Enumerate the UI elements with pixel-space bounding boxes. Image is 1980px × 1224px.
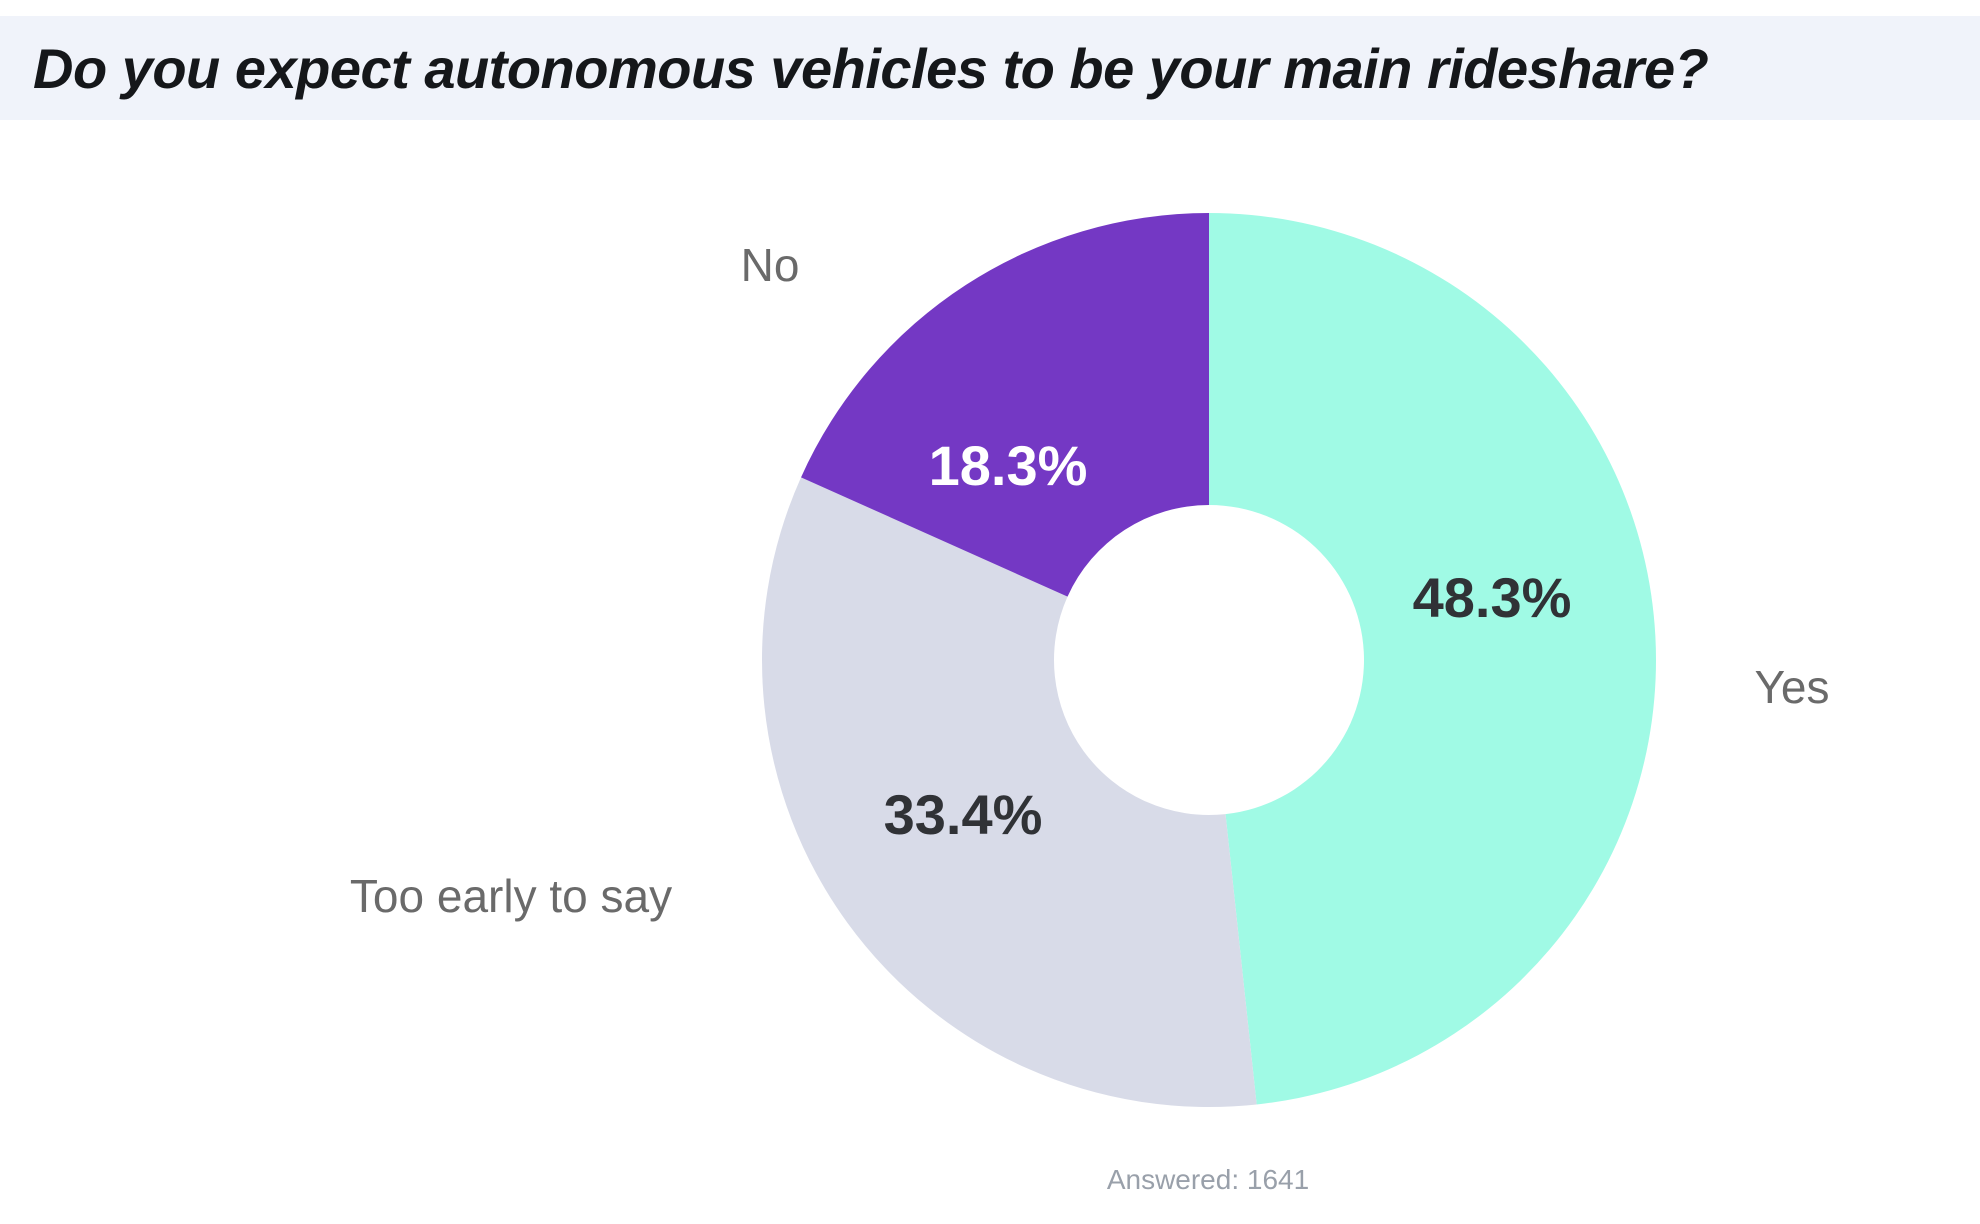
category-label-too-early-to-say: Too early to say bbox=[349, 870, 673, 922]
slice-too-early-to-say[interactable] bbox=[762, 477, 1257, 1107]
question-title-bar: Do you expect autonomous vehicles to be … bbox=[0, 16, 1980, 120]
category-label-no: No bbox=[740, 239, 800, 291]
slice-no[interactable] bbox=[801, 213, 1209, 597]
value-label-yes: 48.3% bbox=[1412, 566, 1572, 629]
value-label-no: 18.3% bbox=[928, 434, 1088, 497]
value-label-too-early-to-say: 33.4% bbox=[883, 783, 1043, 846]
question-title: Do you expect autonomous vehicles to be … bbox=[33, 36, 1709, 100]
answered-count: Answered: 1641 bbox=[1106, 1164, 1310, 1195]
slice-yes[interactable] bbox=[1209, 213, 1656, 1105]
category-label-yes: Yes bbox=[1754, 661, 1830, 713]
